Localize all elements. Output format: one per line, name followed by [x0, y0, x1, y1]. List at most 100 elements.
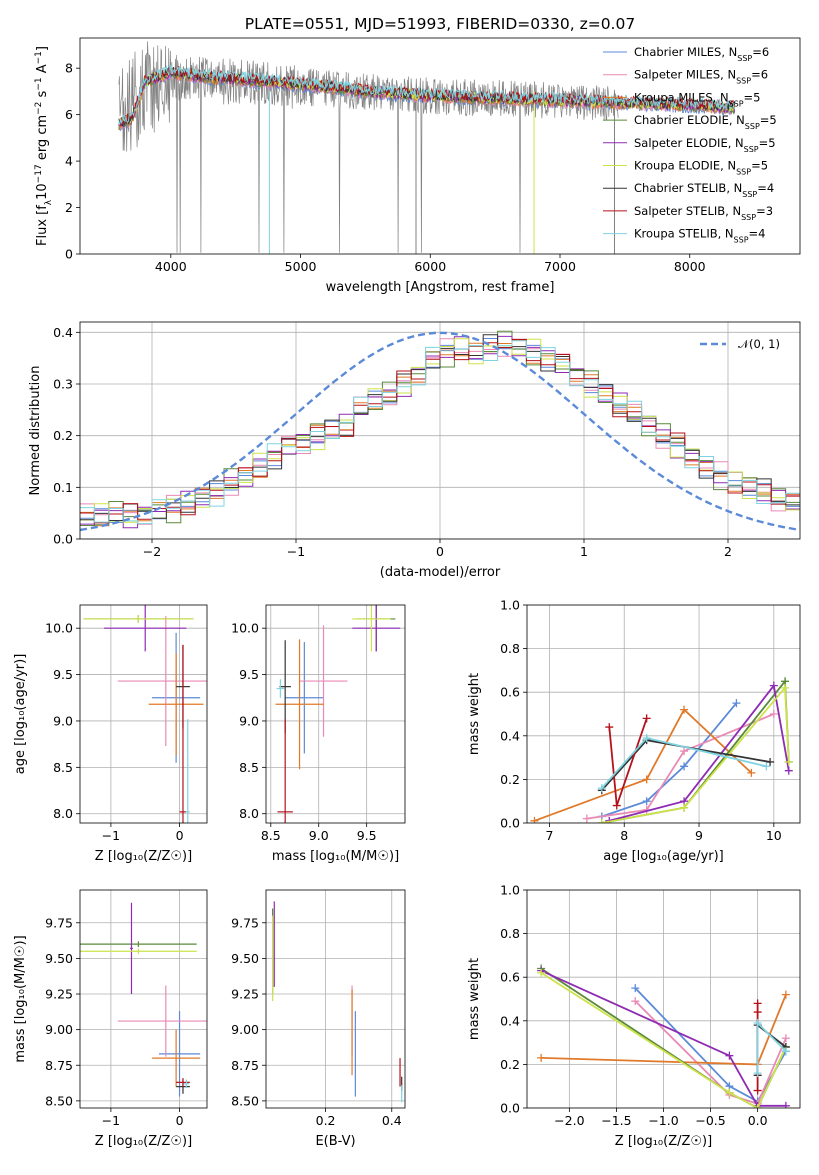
weight-marker-salpeter_stelib — [642, 714, 651, 723]
legend-label: Kroupa ELODIE, NSSP=5 — [634, 159, 768, 177]
weight-marker-kroupa_miles — [781, 990, 790, 999]
weight-marker-salpeter_stelib — [753, 1086, 762, 1095]
legend-label: Salpeter STELIB, NSSP=3 — [634, 204, 773, 222]
y-tick-label: 9.25 — [45, 987, 73, 1002]
x-tick-label: −2 — [143, 544, 161, 559]
legend-suffix: =5 — [760, 113, 777, 127]
plot-area — [80, 890, 207, 1108]
y-tick-label: 0 — [65, 247, 73, 262]
weight-marker-salpeter_miles — [769, 710, 778, 718]
y-tick-label: 0.0 — [500, 1101, 520, 1116]
legend-subscript: SSP — [745, 122, 760, 131]
x-tick-label: 0.0 — [748, 1113, 768, 1128]
weight-line-salpeter_miles — [634, 1000, 787, 1105]
label-part: erg cm — [35, 115, 50, 164]
y-tick-label: 0.0 — [500, 816, 520, 831]
x-axis-label: Z [log₁₀(Z/Z☉)] — [615, 1134, 712, 1149]
legend-text: Kroupa MILES, N — [634, 90, 729, 104]
weight-line-kroupa_miles — [534, 708, 753, 822]
x-tick-label: 10 — [766, 828, 782, 843]
weight-marker-kroupa_miles — [642, 775, 651, 784]
plot-area — [527, 890, 800, 1108]
label-part: −17 — [34, 164, 44, 183]
chart-panel-2: −1 0 8.0 8.5 9.0 9.5 10.0 Z [log₁₀(Z/Z☉)] age [l… — [13, 604, 208, 864]
weight-marker-kroupa_elodie — [537, 968, 546, 977]
y-tick-label: 0.1 — [53, 480, 73, 495]
y-tick-label: 0.2 — [500, 1057, 520, 1072]
weight-marker-salpeter_elodie — [769, 681, 778, 690]
histogram-chabrier_miles — [80, 338, 800, 523]
weight-marker-kroupa_elodie — [680, 803, 689, 812]
y-tick-label: 9.25 — [231, 987, 259, 1002]
x-tick-label: −1 — [102, 828, 120, 843]
y-tick-label: 9.0 — [53, 713, 73, 728]
legend-subscript: SSP — [741, 212, 756, 221]
axes-frame — [79, 604, 208, 824]
y-tick-label: 8.50 — [45, 1093, 73, 1108]
chart-panel-4: 7 8 9 10 0.0 0.2 0.4 0.6 0.8 1.0 age [log₁₀(age/yr… — [467, 598, 801, 864]
x-tick-label: −1 — [102, 1113, 120, 1128]
legend-suffix: =6 — [752, 45, 769, 59]
y-tick-label: 9.50 — [45, 951, 73, 966]
y-tick-label: 9.75 — [45, 915, 73, 930]
legend-text: Kroupa ELODIE, N — [634, 159, 736, 173]
x-tick-label: 0.2 — [316, 1113, 336, 1128]
label-part: −2 — [34, 102, 44, 115]
x-axis-label: wavelength [Angstrom, rest frame] — [326, 280, 555, 295]
legend-subscript: SSP — [736, 76, 751, 85]
y-tick-label: 0.2 — [53, 428, 73, 443]
weight-line-kroupa_elodie — [540, 972, 787, 1108]
x-axis-label: Z [log₁₀(Z/Z☉)] — [95, 849, 192, 864]
weight-marker-kroupa_stelib — [753, 1018, 762, 1027]
x-axis-label: Z [log₁₀(Z/Z☉)] — [95, 1134, 192, 1149]
histogram-salpeter_miles — [80, 338, 800, 525]
histogram-kroupa_elodie — [80, 338, 800, 523]
legend-text: Salpeter ELODIE, N — [634, 136, 744, 150]
x-tick-label: 9.0 — [309, 828, 329, 843]
y-tick-label: 1.0 — [500, 883, 520, 898]
y-axis-label: mass weight — [467, 958, 482, 1040]
y-axis-label: mass weight — [467, 673, 482, 755]
y-axis-label: Flux [fλ10−17 erg cm−2 s−1 A−1] — [34, 46, 54, 246]
legend-subscript: SSP — [729, 99, 744, 108]
label-part: −1 — [34, 51, 44, 64]
axes-frame — [526, 604, 801, 824]
y-tick-label: 0.4 — [53, 325, 73, 340]
model-spectrum-kroupa_stelib — [118, 64, 735, 126]
y-tick-label: 9.75 — [231, 915, 259, 930]
weight-marker-kroupa_miles — [680, 705, 689, 714]
legend-label: Chabrier MILES, NSSP=6 — [634, 45, 769, 63]
x-tick-label: 0.4 — [382, 1113, 402, 1128]
legend-suffix: =5 — [759, 136, 776, 150]
x-tick-label: 9 — [695, 828, 703, 843]
label-part: A — [35, 64, 50, 77]
y-tick-label: 0.8 — [500, 641, 520, 656]
y-tick-label: 6 — [65, 107, 73, 122]
weight-marker-kroupa_elodie — [597, 819, 606, 823]
axes-frame — [265, 889, 406, 1109]
x-tick-label: 8.5 — [261, 828, 281, 843]
y-tick-label: 8.75 — [231, 1058, 259, 1073]
y-tick-label: 2 — [65, 200, 73, 215]
y-tick-label: 9.5 — [239, 667, 259, 682]
x-tick-label: 8 — [620, 828, 628, 843]
weight-marker-kroupa_elodie — [725, 1088, 734, 1097]
y-tick-label: 8.0 — [239, 806, 259, 821]
weight-marker-salpeter_miles — [781, 1034, 790, 1043]
x-tick-label: −1 — [287, 544, 305, 559]
legend-subscript: SSP — [736, 167, 751, 176]
weight-marker-chabrier_stelib — [766, 757, 775, 766]
x-tick-label: −0.5 — [695, 1113, 725, 1128]
y-tick-label: 0.8 — [500, 926, 520, 941]
weight-marker-kroupa_elodie — [753, 1104, 762, 1108]
plot-area — [80, 322, 800, 539]
legend-suffix: =4 — [749, 227, 766, 241]
weight-marker-kroupa_miles — [747, 768, 756, 777]
legend-suffix: =6 — [751, 68, 768, 82]
weight-marker-salpeter_stelib — [605, 723, 614, 732]
weight-marker-chabrier_miles — [732, 699, 741, 708]
histogram-kroupa_miles — [80, 339, 800, 527]
